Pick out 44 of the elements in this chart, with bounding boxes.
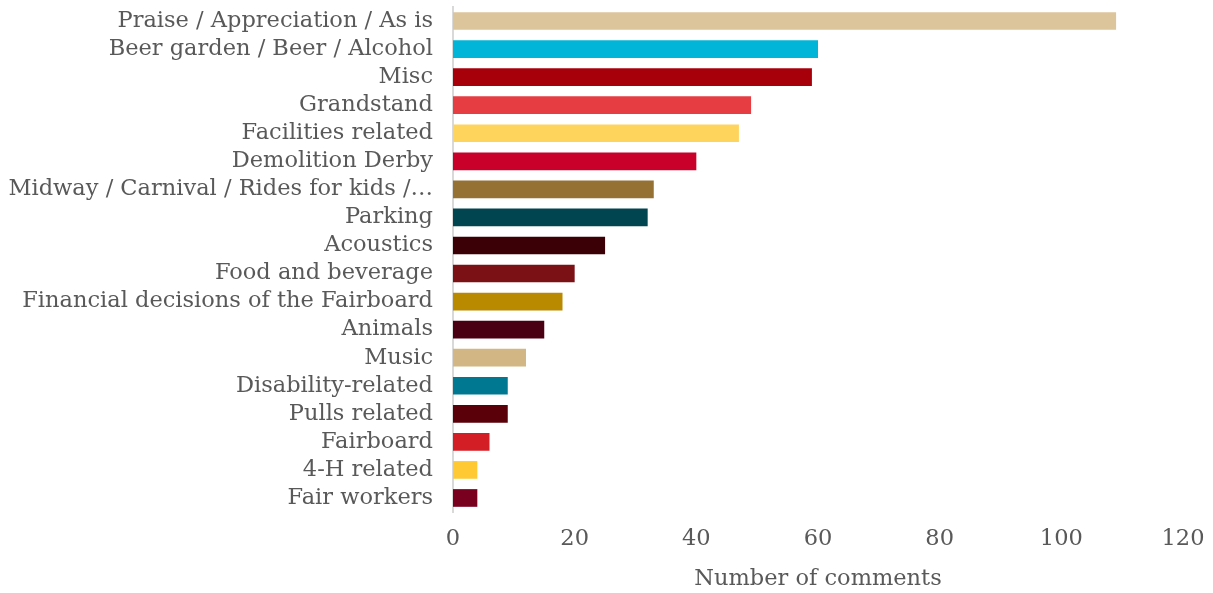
- y-tick-label: Music: [364, 342, 433, 369]
- y-tick-label: Midway / Carnival / Rides for kids /…: [8, 174, 433, 201]
- y-tick-label: Demolition Derby: [231, 146, 434, 173]
- bar: [453, 96, 752, 115]
- bar: [453, 292, 563, 311]
- bar: [453, 489, 478, 507]
- y-tick-label: Pulls related: [288, 398, 433, 425]
- y-tick-label: Financial decisions of the Fairboard: [22, 286, 433, 313]
- bar: [453, 376, 508, 395]
- bar: [453, 40, 818, 58]
- y-tick-label: Beer garden / Beer / Alcohol: [108, 33, 433, 60]
- x-tick-label: 80: [925, 524, 954, 551]
- bar: [453, 124, 739, 143]
- x-tick-label: 0: [445, 524, 461, 551]
- y-tick-label: Acoustics: [323, 230, 433, 257]
- bar: [453, 348, 526, 367]
- x-tick-label: 120: [1161, 524, 1205, 551]
- bar: [453, 68, 812, 86]
- x-tick-label: 60: [803, 524, 833, 551]
- bar: [453, 208, 648, 227]
- y-tick-label: Disability-related: [236, 370, 433, 397]
- bar: [453, 152, 697, 171]
- bar: [453, 180, 654, 199]
- bar: [453, 236, 606, 255]
- bar: [453, 404, 508, 423]
- y-tick-label: Misc: [378, 61, 433, 88]
- x-tick-label: 20: [560, 524, 589, 551]
- y-tick-label: Animals: [340, 314, 433, 341]
- bar: [453, 433, 490, 451]
- x-tick-label: 40: [682, 524, 711, 551]
- y-tick-label: Facilities related: [241, 118, 433, 145]
- y-tick-label: Fair workers: [287, 482, 433, 509]
- bar: [453, 320, 545, 339]
- y-tick-label: Grandstand: [299, 90, 433, 117]
- y-tick-label: Food and beverage: [214, 258, 433, 285]
- y-tick-label: 4-H related: [302, 454, 433, 481]
- y-tick-label: Fairboard: [321, 426, 433, 453]
- y-tick-label: Parking: [344, 202, 433, 229]
- bar: [453, 264, 575, 283]
- x-axis-title: Number of comments: [694, 564, 942, 591]
- y-tick-label: Praise / Appreciation / As is: [117, 5, 433, 32]
- x-tick-label: 100: [1039, 524, 1083, 551]
- bar: [453, 12, 1117, 30]
- bar: [453, 461, 478, 479]
